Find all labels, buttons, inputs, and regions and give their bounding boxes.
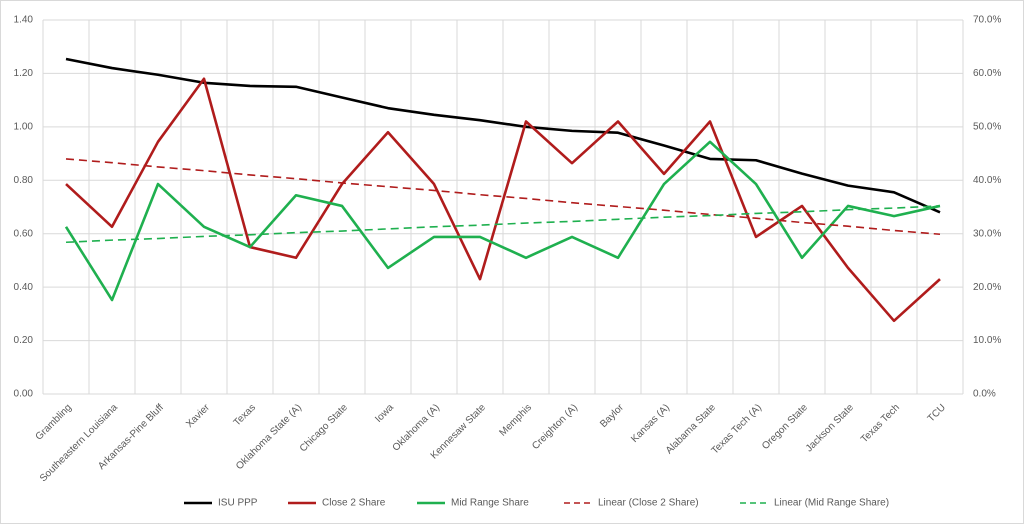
legend-label: Mid Range Share [451, 498, 529, 509]
y2-tick-label: 70.0% [973, 15, 1001, 26]
y2-tick-label: 0.0% [973, 389, 996, 400]
y2-tick-label: 50.0% [973, 121, 1001, 132]
y-tick-label: 0.00 [14, 389, 34, 400]
series-line [65, 158, 941, 236]
y2-tick-label: 30.0% [973, 228, 1001, 239]
series-line [65, 77, 941, 323]
y-tick-label: 0.40 [14, 282, 34, 293]
y-tick-label: 0.20 [14, 335, 34, 346]
legend-label: Linear (Mid Range Share) [774, 498, 889, 509]
y-tick-label: 0.80 [14, 175, 34, 186]
y-tick-label: 1.00 [14, 121, 34, 132]
series-line [65, 57, 941, 214]
y-tick-label: 0.60 [14, 228, 34, 239]
legend-label: Linear (Close 2 Share) [598, 498, 699, 509]
legend-label: ISU PPP [218, 498, 258, 509]
y2-tick-label: 10.0% [973, 335, 1001, 346]
y2-tick-label: 20.0% [973, 282, 1001, 293]
y2-tick-label: 60.0% [973, 68, 1001, 79]
series-line [65, 205, 941, 244]
y-tick-label: 1.40 [14, 15, 34, 26]
series-line [64, 140, 941, 302]
y-tick-label: 1.20 [14, 68, 34, 79]
legend-label: Close 2 Share [322, 498, 386, 509]
y2-tick-label: 40.0% [973, 175, 1001, 186]
